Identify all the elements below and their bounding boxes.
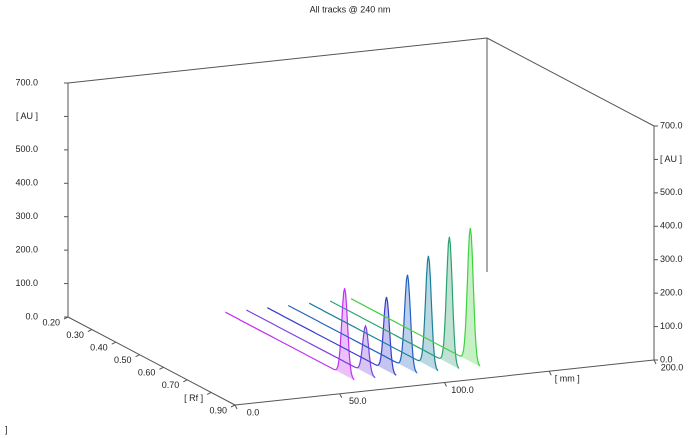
mm-tick	[234, 404, 238, 410]
z-tick-label: [ AU ]	[660, 154, 682, 164]
axis-line	[67, 316, 236, 406]
chart-title: All tracks @ 240 nm	[310, 4, 391, 14]
rf-tick-label: 0.60	[138, 368, 156, 378]
rf-tick-label: 0.90	[209, 405, 227, 415]
track	[246, 309, 376, 379]
peak-fill	[437, 236, 461, 370]
peak-fill	[354, 326, 378, 379]
mm-tick	[548, 371, 552, 376]
rf-tick	[230, 404, 236, 408]
peak-fill	[416, 255, 440, 373]
rf-tick	[159, 366, 164, 370]
z-tick-label: 300.0	[15, 211, 38, 221]
track	[225, 288, 355, 381]
track	[308, 255, 439, 372]
footnote: ]	[5, 424, 8, 434]
rf-tick	[183, 379, 188, 383]
mm-tick	[339, 393, 343, 398]
track	[267, 296, 397, 376]
mm-tick	[653, 359, 657, 365]
peak-fill	[458, 227, 482, 368]
rf-tick-label: 0.20	[42, 317, 60, 327]
mm-tick-label: 0.0	[247, 407, 260, 417]
z-tick-label: 300.0	[660, 254, 683, 264]
rf-tick-label: 0.30	[66, 330, 84, 340]
axis-line	[486, 37, 655, 127]
rf-tick-label: 0.40	[90, 343, 108, 353]
z-tick-label: 700.0	[660, 120, 683, 130]
z-tick-label: 0.0	[660, 354, 673, 364]
z-tick-label: 0.0	[25, 311, 38, 321]
mm-tick-label: 100.0	[451, 385, 474, 395]
peak-fill	[375, 297, 398, 377]
rf-tick	[111, 341, 116, 345]
z-tick-label: 100.0	[15, 278, 38, 288]
rf-tick	[206, 391, 212, 395]
track	[329, 236, 460, 369]
z-tick-label: 100.0	[660, 321, 683, 331]
track	[350, 227, 481, 367]
rf-tick	[87, 329, 93, 333]
track	[287, 274, 418, 374]
z-tick-label: 400.0	[15, 178, 38, 188]
mm-tick-label: 200.0	[661, 362, 684, 372]
mm-tick-label: 50.0	[349, 396, 367, 406]
z-tick-label: 400.0	[660, 221, 683, 231]
mm-tick-label: [ mm ]	[555, 374, 580, 384]
z-tick-label: [ AU ]	[16, 111, 38, 121]
peak-fill	[396, 274, 419, 375]
rf-tick	[63, 316, 69, 320]
z-tick-label: 500.0	[15, 144, 38, 154]
axis-line	[67, 37, 488, 84]
rf-tick-label: 0.70	[162, 380, 180, 390]
z-tick-label: 500.0	[660, 187, 683, 197]
rf-tick-label: [ Rf ]	[184, 393, 203, 403]
mm-tick	[444, 382, 447, 387]
z-tick-label: 200.0	[15, 245, 38, 255]
z-tick-label: 200.0	[660, 288, 683, 298]
rf-tick	[135, 354, 140, 358]
rf-tick-label: 0.50	[114, 355, 132, 365]
z-tick-label: 700.0	[15, 77, 38, 87]
